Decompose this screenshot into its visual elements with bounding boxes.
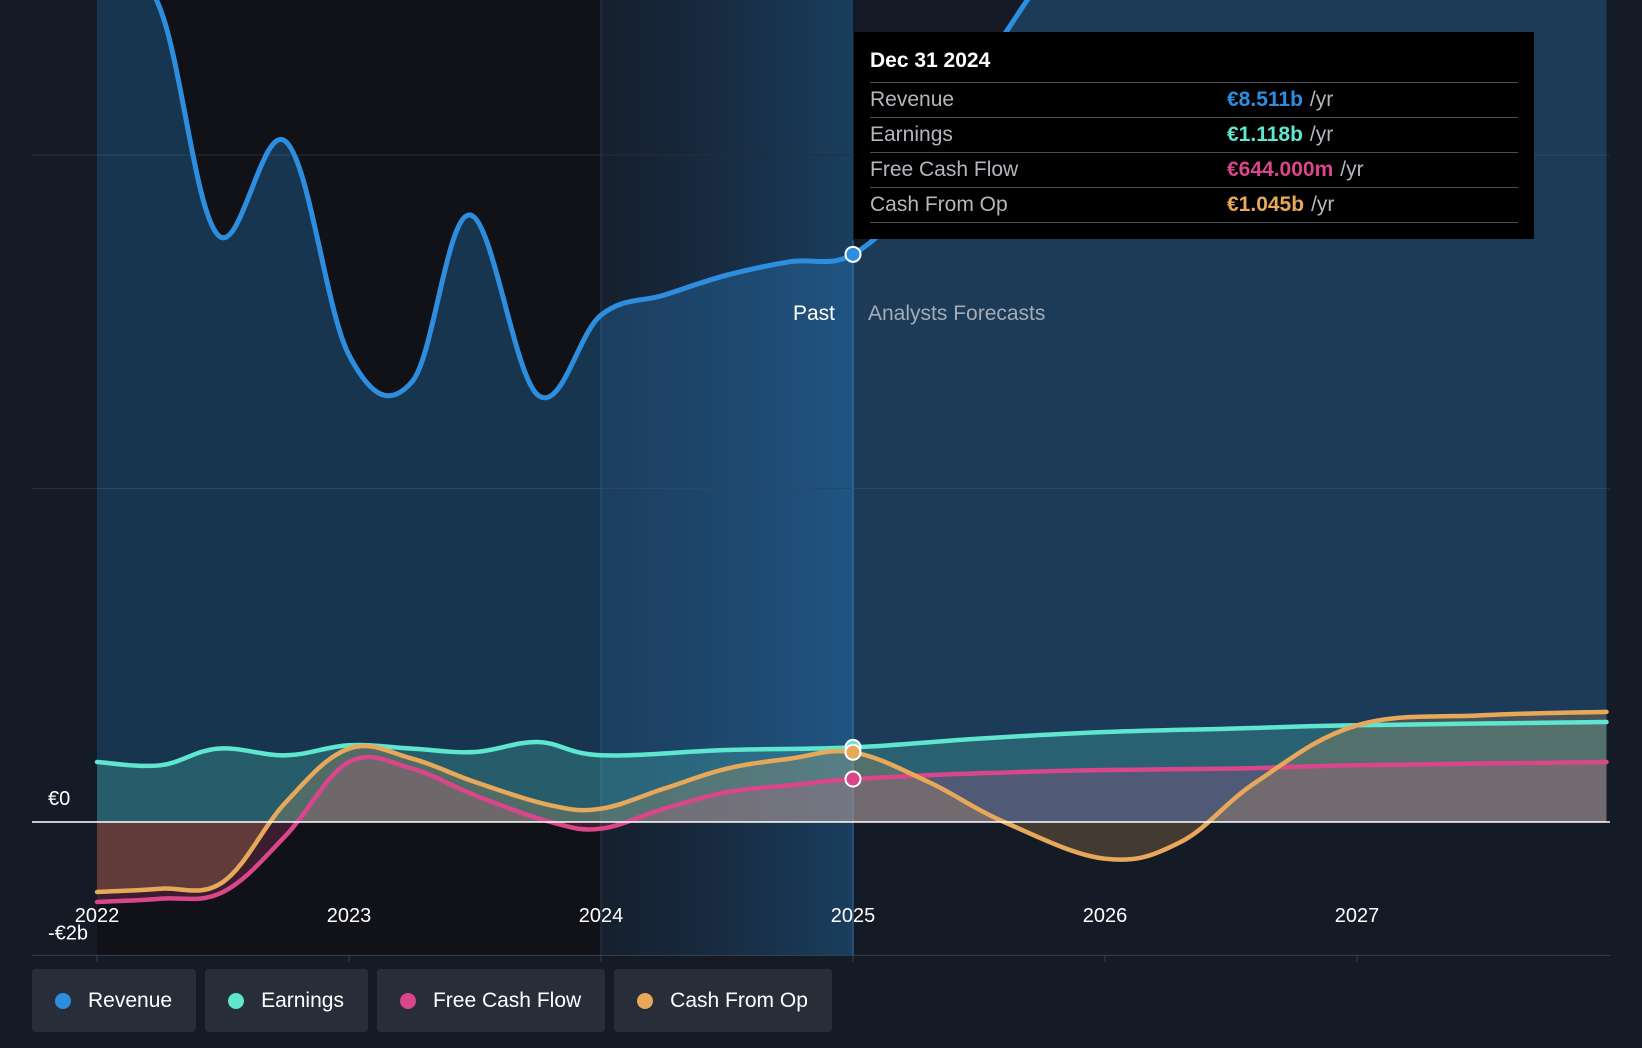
x-tick-label: 2023 (327, 905, 372, 927)
x-tick-label: 2022 (75, 905, 120, 927)
earnings-line (94, 719, 1609, 769)
cash-from-op-marker (844, 743, 862, 761)
x-tick-label: 2024 (579, 905, 624, 927)
tooltip-label: Cash From Op (870, 193, 1008, 216)
forecast-label: Analysts Forecasts (868, 302, 1045, 325)
legend-item-revenue[interactable]: Revenue (32, 969, 197, 1032)
revenue-line (153, 0, 1031, 401)
tooltip-label: Revenue (870, 88, 955, 111)
tooltip-value: €1.045b (1227, 193, 1305, 216)
legend-dot-icon (228, 992, 245, 1009)
tooltip-date: Dec 31 2024 (870, 46, 1518, 83)
cash-from-op-line (94, 709, 1609, 895)
tooltip-unit: /yr (1340, 158, 1364, 181)
chart-legend: Revenue Earnings Free Cash Flow Cash From O… (32, 969, 832, 1032)
tooltip-value: €1.118b (1227, 123, 1303, 146)
tooltip-row-revenue: Revenue €8.511b/yr (870, 83, 1518, 118)
y-axis-label: -€2b (48, 922, 88, 944)
y-axis-label: €0 (48, 788, 70, 810)
tooltip-unit: /yr (1309, 88, 1334, 111)
free-cash-flow-marker (844, 770, 862, 788)
x-tick-label: 2025 (831, 905, 876, 927)
tooltip-unit: /yr (1311, 193, 1335, 216)
tooltip-value: €644.000m (1227, 158, 1334, 181)
tooltip-label: Earnings (870, 123, 953, 146)
x-tick-label: 2026 (1083, 905, 1128, 927)
legend-label: Revenue (88, 988, 173, 1012)
legend-label: Free Cash Flow (432, 988, 582, 1012)
tooltip-label: Free Cash Flow (870, 158, 1019, 181)
cash-from-op-area (97, 711, 1607, 892)
legend-item-earnings[interactable]: Earnings (205, 969, 368, 1032)
legend-label: Earnings (261, 988, 344, 1012)
tooltip-row-free-cash-flow: Free Cash Flow €644.000m/yr (870, 153, 1518, 188)
tooltip-row-earnings: Earnings €1.118b/yr (870, 118, 1518, 153)
legend-item-free-cash-flow[interactable]: Free Cash Flow (376, 969, 606, 1032)
tooltip-unit: /yr (1309, 123, 1334, 146)
revenue-marker (844, 245, 862, 263)
x-tick-label: 2027 (1335, 905, 1380, 927)
free-cash-flow-line (94, 754, 1609, 905)
hover-tooltip: Dec 31 2024 Revenue €8.511b/yr Earnings €1.… (854, 32, 1534, 239)
legend-item-cash-from-op[interactable]: Cash From Op (614, 969, 832, 1032)
legend-dot-icon (637, 992, 654, 1009)
legend-dot-icon (55, 992, 71, 1009)
legend-dot-icon (399, 992, 416, 1009)
tooltip-value: €8.511b (1227, 88, 1303, 111)
legend-label: Cash From Op (670, 988, 808, 1012)
past-label: Past (793, 302, 835, 325)
free-cash-flow-area (97, 756, 1607, 902)
tooltip-row-cash-from-op: Cash From Op €1.045b/yr (870, 188, 1518, 223)
